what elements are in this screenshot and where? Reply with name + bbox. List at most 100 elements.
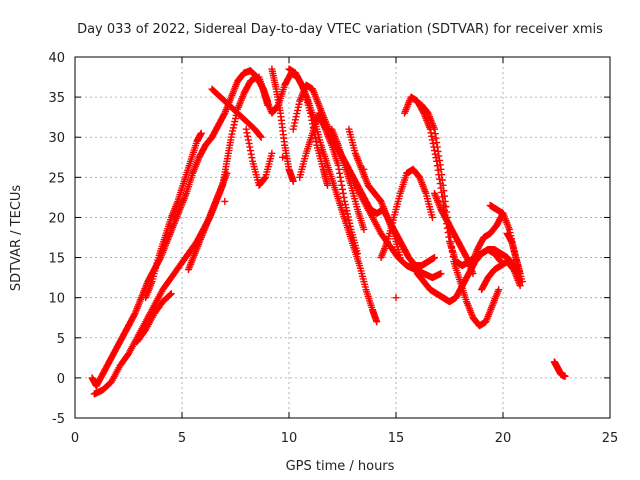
data-point xyxy=(257,133,265,141)
data-point xyxy=(495,286,503,294)
data-point xyxy=(469,270,477,278)
data-point xyxy=(338,181,346,189)
y-tick-label: 0 xyxy=(57,372,65,387)
data-point xyxy=(293,110,301,118)
y-axis-label: SDTVAR / TECUs xyxy=(9,185,24,292)
data-point xyxy=(343,210,351,218)
data-point xyxy=(431,147,439,155)
data-point xyxy=(337,177,345,185)
data-point xyxy=(431,254,439,262)
data-point xyxy=(289,177,297,185)
data-point xyxy=(442,203,450,211)
data-point xyxy=(344,213,352,221)
grid-lines xyxy=(75,57,610,418)
data-point xyxy=(516,282,524,290)
data-point xyxy=(339,185,346,193)
data-point xyxy=(432,134,440,142)
data-point xyxy=(441,192,449,200)
data-point xyxy=(429,139,437,147)
data-point xyxy=(341,201,349,209)
data-point xyxy=(232,115,239,123)
y-tick-label: -5 xyxy=(52,412,65,427)
data-point xyxy=(339,189,347,197)
x-tick-label: 25 xyxy=(602,431,619,446)
data-point xyxy=(242,125,250,133)
data-point xyxy=(289,125,297,133)
data-point xyxy=(244,136,252,144)
data-point xyxy=(336,169,344,177)
data-point xyxy=(440,187,448,195)
data-point xyxy=(245,139,253,147)
data-point xyxy=(197,129,205,137)
data-point xyxy=(294,106,302,114)
data-point xyxy=(246,143,254,151)
data-point xyxy=(231,118,239,126)
data-point xyxy=(336,173,344,181)
data-point xyxy=(297,80,305,88)
data-point xyxy=(246,147,254,155)
data-point xyxy=(295,100,303,108)
data-point xyxy=(434,147,442,155)
data-point xyxy=(221,197,229,205)
data-point xyxy=(261,174,269,182)
data-point xyxy=(279,153,287,161)
data-point xyxy=(248,154,256,162)
data-point xyxy=(516,270,524,278)
data-point xyxy=(130,311,138,319)
data-point xyxy=(346,222,354,230)
y-tick-label: 15 xyxy=(48,252,65,267)
data-point xyxy=(353,250,361,258)
data-point xyxy=(433,139,441,147)
data-point xyxy=(334,161,342,169)
y-tick-label: 20 xyxy=(48,211,65,226)
x-tick-label: 20 xyxy=(495,431,512,446)
data-point xyxy=(256,132,264,140)
y-tick-label: 40 xyxy=(48,51,65,66)
data-point xyxy=(447,238,455,246)
data-point xyxy=(345,216,353,224)
y-tick-label: 5 xyxy=(57,332,65,347)
data-point xyxy=(438,171,446,179)
y-tick-label: 25 xyxy=(48,171,65,186)
x-tick-label: 10 xyxy=(281,431,298,446)
data-point xyxy=(467,258,475,266)
data-point xyxy=(427,129,435,137)
y-tick-label: 35 xyxy=(48,91,65,106)
data-point xyxy=(220,110,228,118)
data-point xyxy=(228,130,236,138)
y-tick-label: 30 xyxy=(48,131,65,146)
data-point xyxy=(436,161,444,169)
data-point xyxy=(441,197,449,205)
data-point xyxy=(428,136,436,144)
data-point xyxy=(243,129,251,137)
data-point xyxy=(392,294,400,302)
x-tick-label: 15 xyxy=(388,431,405,446)
data-point xyxy=(290,122,298,130)
data-point xyxy=(291,116,299,124)
data-point xyxy=(435,152,443,160)
data-point xyxy=(448,243,456,251)
data-point xyxy=(294,103,302,111)
data-point xyxy=(437,270,445,278)
data-point xyxy=(268,149,276,157)
data-point xyxy=(431,130,439,138)
plot-frame xyxy=(74,56,611,419)
axis-ticks: 0 5 10 15 20 25 -5 0 5 10 15 20 25 30 35 40 xyxy=(48,51,618,446)
chart-title: Day 033 of 2022, Sidereal Day-to-day VTE… xyxy=(77,22,603,37)
data-point xyxy=(561,372,569,380)
data-point xyxy=(166,291,174,299)
x-axis-label: GPS time / hours xyxy=(286,459,395,474)
data-point xyxy=(340,193,348,201)
data-point xyxy=(431,125,439,133)
data-point xyxy=(229,127,237,135)
data-point xyxy=(223,169,231,177)
x-tick-label: 0 xyxy=(71,431,79,446)
data-point xyxy=(448,248,456,256)
data-point xyxy=(505,225,513,233)
data-point xyxy=(437,165,445,173)
data-point xyxy=(244,132,252,140)
data-point xyxy=(229,124,237,132)
data-point xyxy=(227,133,235,141)
